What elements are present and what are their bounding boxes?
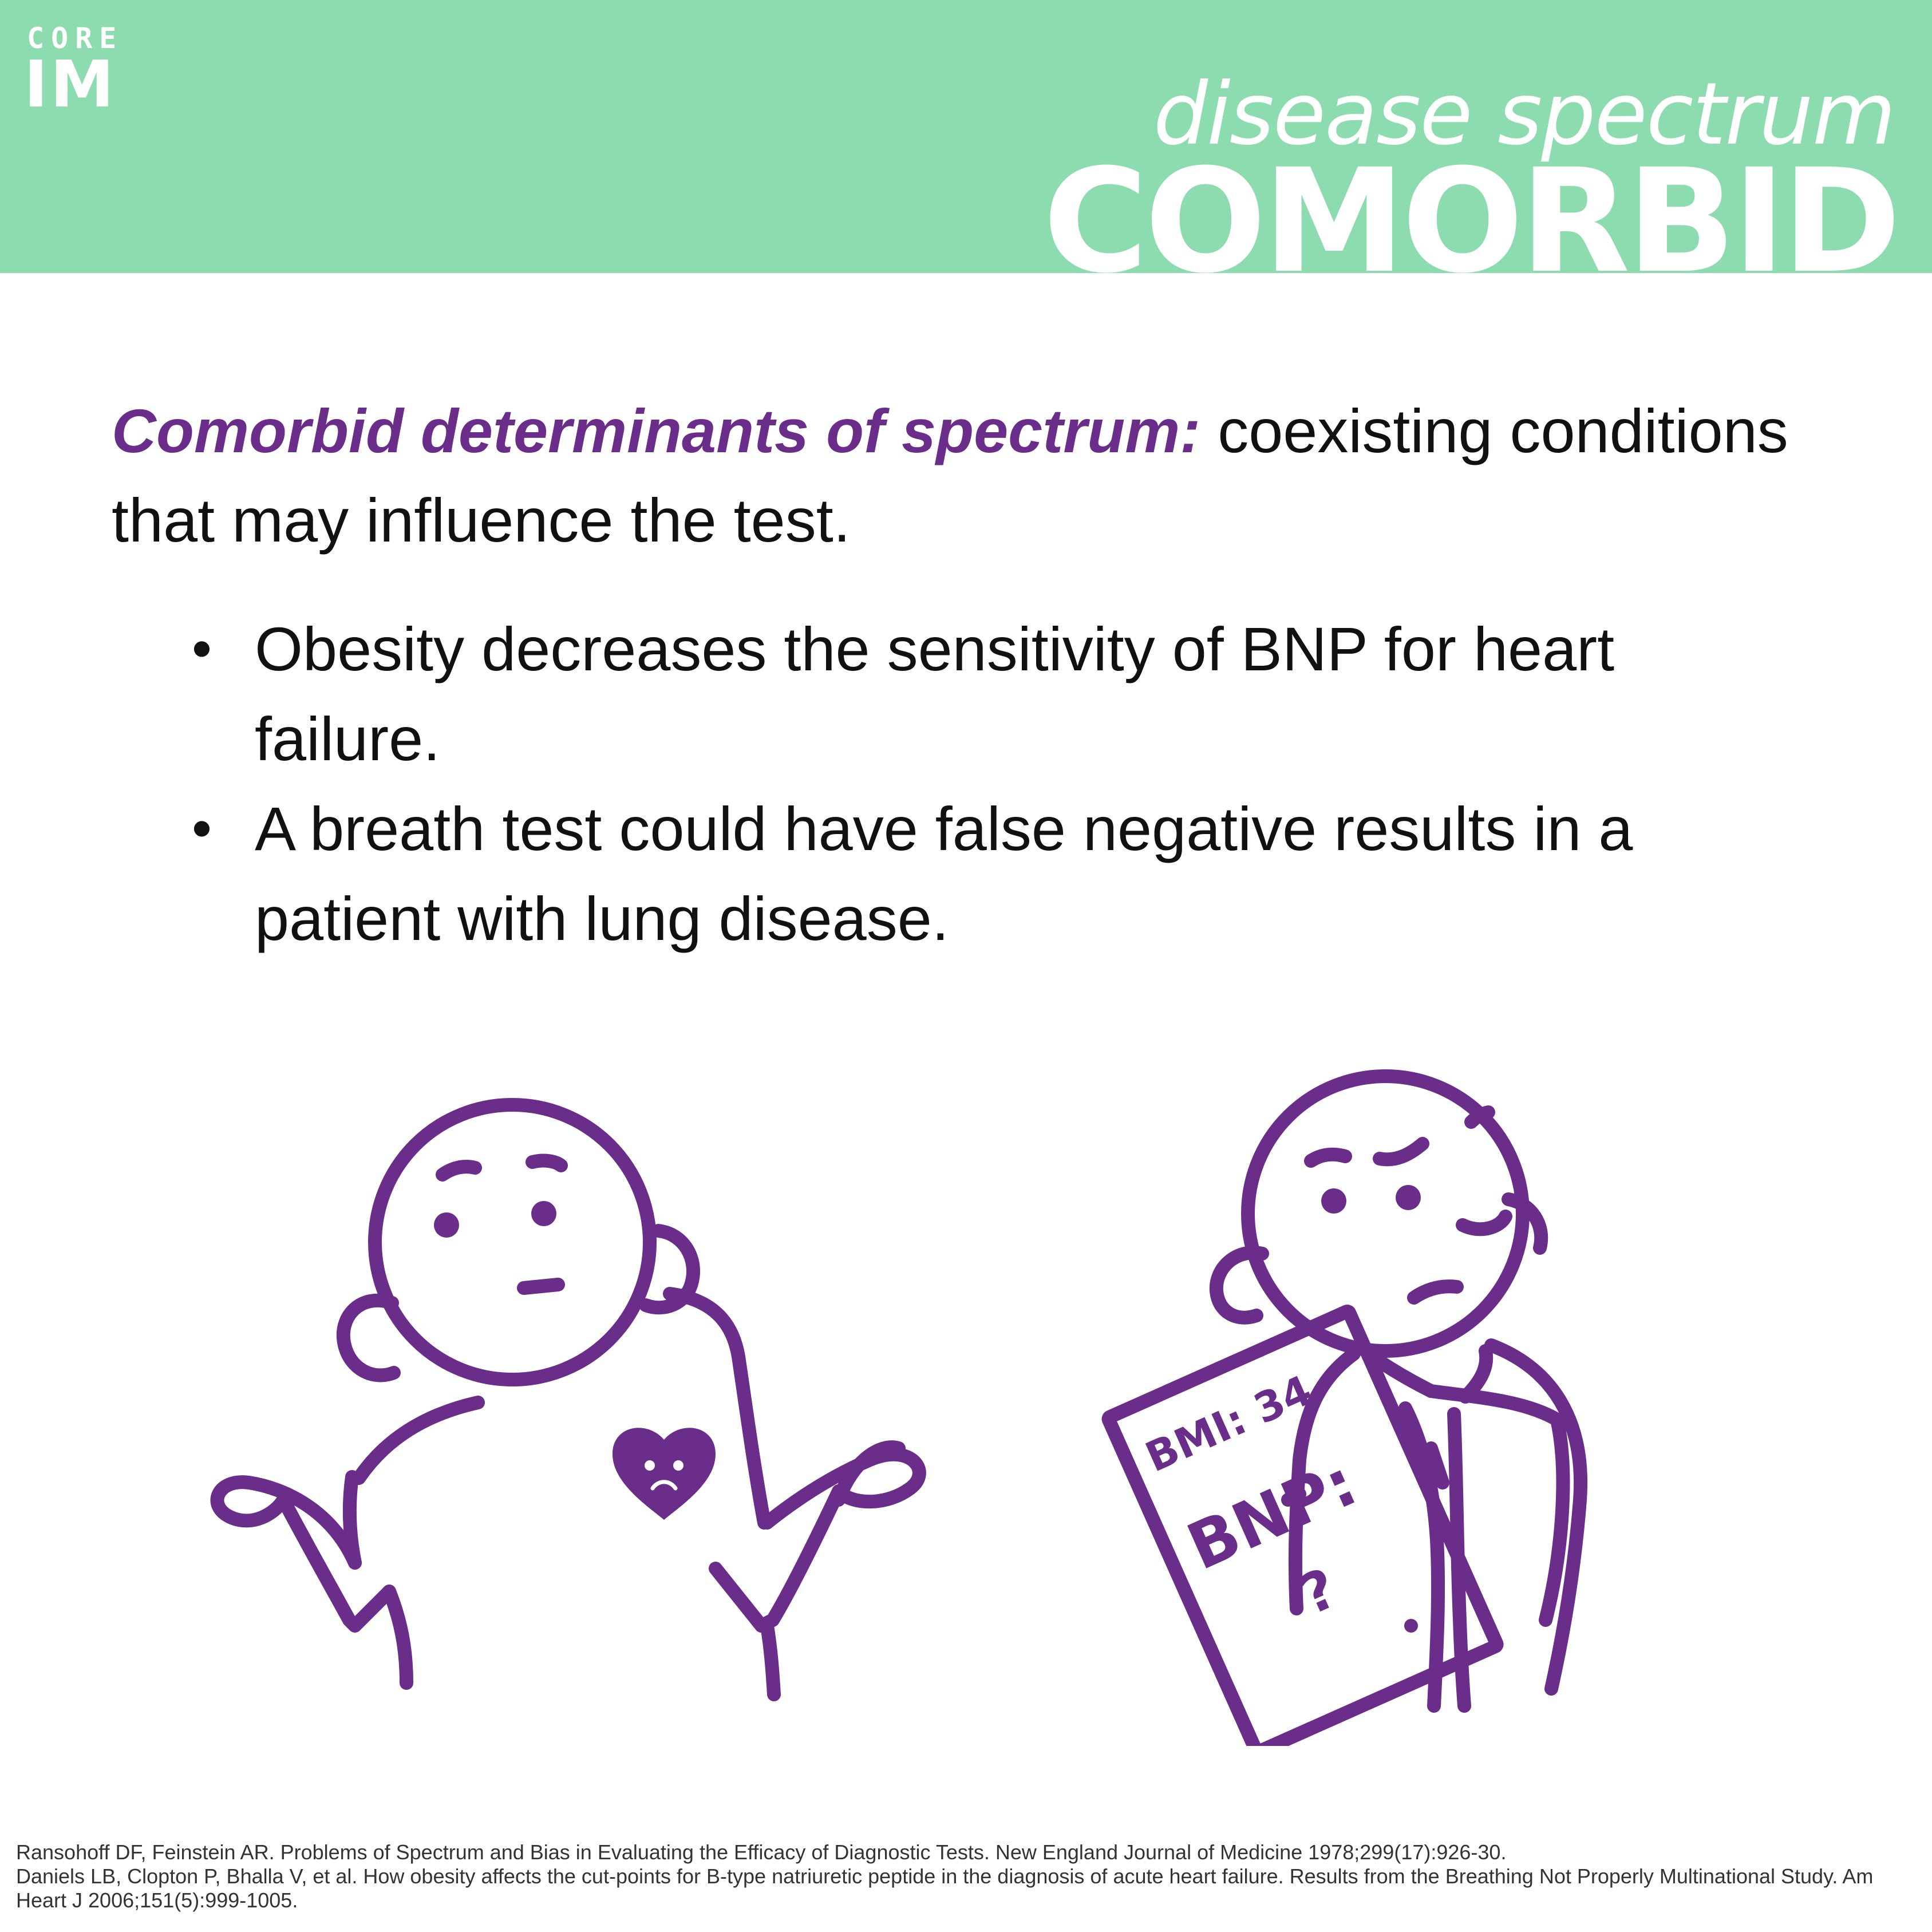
list-item: • A breath test could have false negative… bbox=[189, 784, 1780, 963]
face-details-icon bbox=[434, 1185, 1421, 1633]
list-item: • Obesity decreases the sensitivity of BN… bbox=[189, 604, 1780, 784]
definition-term: Comorbid determinants of spectrum: bbox=[112, 396, 1201, 465]
doctor-figure bbox=[1209, 1069, 1588, 1713]
definition-paragraph: Comorbid determinants of spectrum: coexi… bbox=[112, 386, 1863, 565]
references: Ransohoff DF, Feinstein AR. Problems of … bbox=[16, 1840, 1922, 1913]
bullet-dot-icon: • bbox=[192, 617, 212, 681]
sad-heart-icon bbox=[613, 1428, 716, 1520]
reference-item: Ransohoff DF, Feinstein AR. Problems of … bbox=[16, 1840, 1507, 1864]
definition-text: coexisting conditions that may influence… bbox=[112, 396, 1788, 555]
logo-im-text: IM bbox=[24, 48, 117, 122]
clipboard-bnp: BNP: bbox=[1177, 1445, 1367, 1585]
list-item-text: Obesity decreases the sensitivity of BNP… bbox=[255, 614, 1615, 773]
clipboard bbox=[1101, 1305, 1504, 1746]
logo-core-text: CORE bbox=[27, 22, 124, 55]
header-banner: CORE IM disease spectrum COMORBID bbox=[0, 0, 1932, 273]
illustration: BMI: 34 BNP: ? bbox=[210, 1069, 1588, 1746]
example-list: • Obesity decreases the sensitivity of BN… bbox=[189, 604, 1780, 963]
page-title: COMORBID bbox=[1043, 138, 1901, 274]
clipboard-bmi: BMI: 34 bbox=[1139, 1366, 1319, 1481]
patient-figure bbox=[210, 1098, 926, 1701]
list-item-text: A breath test could have false negative … bbox=[255, 794, 1633, 953]
reference-item: Daniels LB, Clopton P, Bhalla V, et al. … bbox=[16, 1864, 1874, 1912]
page-subtitle: disease spectrum bbox=[1153, 65, 1896, 164]
bullet-dot-icon: • bbox=[192, 796, 212, 860]
